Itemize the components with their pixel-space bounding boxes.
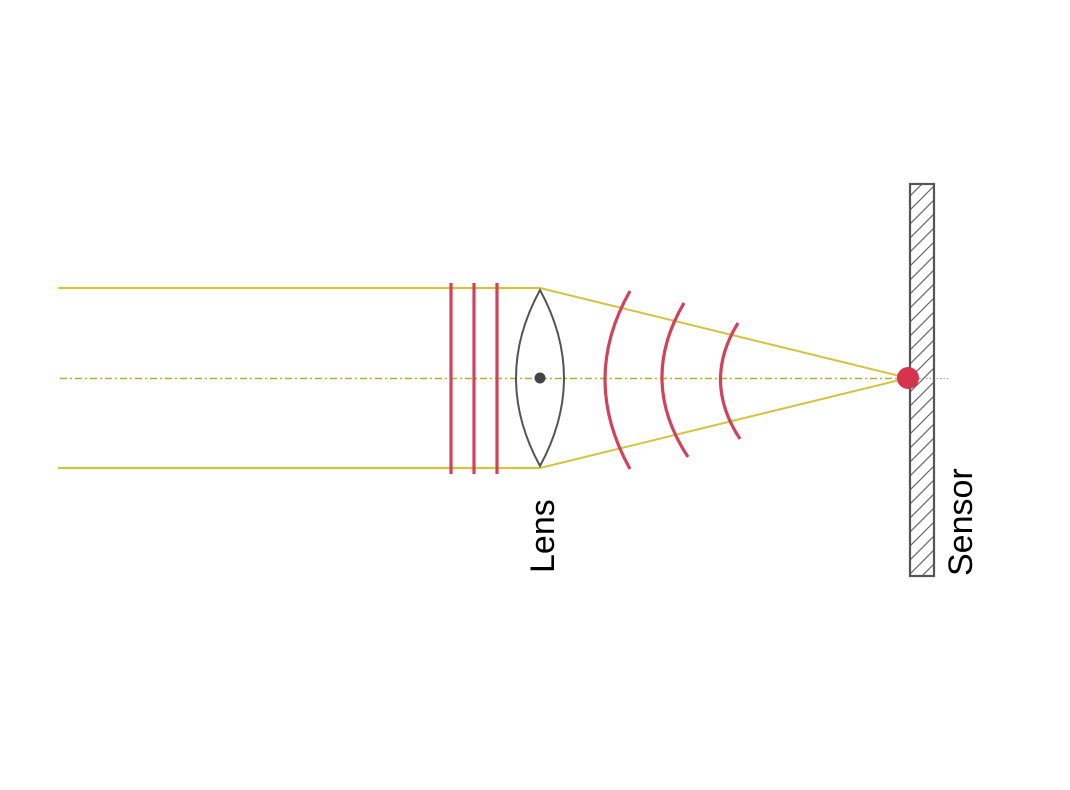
sensor-plate	[908, 182, 936, 578]
focal-point	[897, 367, 919, 389]
sensor-label: Sensor	[942, 468, 980, 576]
lens-shape	[515, 287, 565, 469]
lens-label: Lens	[524, 499, 562, 573]
spherical-wavefront-2	[660, 302, 690, 458]
lens-center-dot	[534, 372, 546, 384]
upper-converging-ray	[539, 287, 909, 379]
spherical-wavefront-1	[603, 290, 632, 470]
spherical-wavefront-3	[718, 322, 742, 440]
lower-converging-ray	[539, 377, 909, 469]
